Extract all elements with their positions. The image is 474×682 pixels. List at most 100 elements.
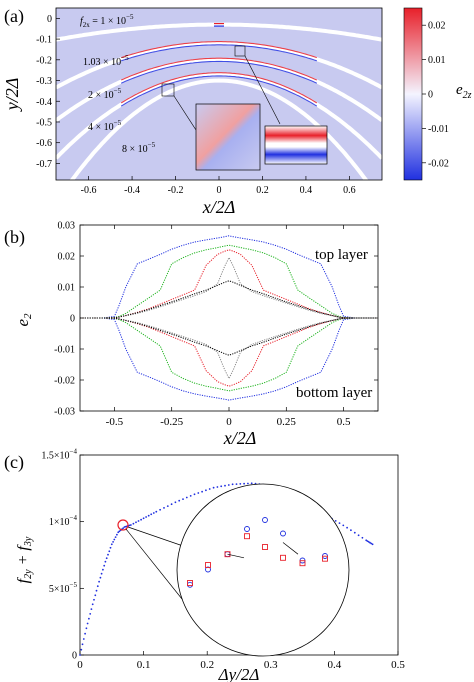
curve-label-4: 4 × 10−5 xyxy=(88,119,122,133)
highlight-circle xyxy=(117,519,129,531)
panel-a-y-label: y/2Δ xyxy=(2,78,22,113)
zoom-inset-left xyxy=(195,103,261,171)
magnified-inset xyxy=(176,483,350,657)
data-point xyxy=(84,632,86,635)
data-point xyxy=(140,518,143,521)
inset-blue-circle xyxy=(262,517,268,523)
data-point xyxy=(147,514,150,517)
data-point xyxy=(370,542,373,545)
data-point xyxy=(100,572,103,575)
data-point xyxy=(82,638,85,640)
panel-a-y-tick-label: -0.1 xyxy=(36,35,52,46)
data-point xyxy=(104,560,107,563)
data-point xyxy=(105,557,108,560)
data-point xyxy=(102,568,104,571)
data-point xyxy=(346,526,348,529)
inset-connector-2 xyxy=(125,528,187,605)
data-point xyxy=(89,613,92,615)
data-point xyxy=(189,495,192,497)
data-point xyxy=(93,598,95,601)
data-point xyxy=(116,533,118,536)
panel-a-x-tick-label: -0.4 xyxy=(124,185,140,196)
data-point xyxy=(353,531,356,534)
panel-b-y-tick-label: 0.01 xyxy=(58,283,76,294)
panel-b-x-ticks: -0.5 -0.25 0 0.25 0.5 xyxy=(106,225,351,428)
data-point xyxy=(212,486,215,489)
data-point xyxy=(174,501,177,504)
data-point xyxy=(231,483,234,486)
colorbar-tick-label: -0.02 xyxy=(428,158,449,169)
data-point xyxy=(361,536,364,539)
panel-a-y-ticks: 0 -0.1 -0.2 -0.3 -0.4 -0.5 -0.6 -0.7 xyxy=(36,14,60,170)
colorbar xyxy=(403,7,423,181)
series-black-top-layer xyxy=(80,280,378,319)
colorbar-title: e2z xyxy=(456,82,472,101)
panel-b-y-tick-label: -0.02 xyxy=(54,376,75,387)
data-point xyxy=(338,522,341,524)
panel-b-y-tick-label: 0 xyxy=(70,314,75,325)
data-point xyxy=(369,541,371,544)
domain-wall-strain-blue xyxy=(121,44,317,62)
inset-blue-circle xyxy=(280,530,286,537)
data-point xyxy=(205,489,207,492)
inset-red-square xyxy=(280,554,286,561)
magnified-inset-points xyxy=(187,517,328,588)
data-point xyxy=(108,550,111,553)
annotation-top-layer: top layer xyxy=(315,247,368,263)
data-point xyxy=(216,486,219,488)
data-point xyxy=(193,493,196,496)
data-point xyxy=(113,538,116,541)
data-point xyxy=(110,543,113,546)
panel-b-label: (b) xyxy=(4,227,25,248)
data-point xyxy=(99,576,102,579)
data-point xyxy=(220,485,223,488)
data-point xyxy=(342,524,345,527)
zoom-box-right xyxy=(234,45,246,57)
data-point xyxy=(90,608,93,610)
data-point xyxy=(182,498,184,500)
panel-c-x-tick-label: 0 xyxy=(77,659,83,671)
panel-b-frame xyxy=(79,224,379,412)
panel-a-x-tick-label: 0.2 xyxy=(256,185,269,196)
data-point xyxy=(103,564,106,567)
data-point xyxy=(365,539,368,542)
inset-arrow xyxy=(282,542,299,555)
panel-a-y-tick-label: -0.3 xyxy=(36,76,52,87)
colorbar-ticks: 0.02 0.01 0 -0.01 -0.02 xyxy=(422,21,449,169)
panel-b-y-tick-label: 0.02 xyxy=(58,252,76,263)
data-point xyxy=(109,546,112,549)
data-point xyxy=(145,516,148,518)
panel-c-y-tick-label: 1×10−4 xyxy=(49,514,78,528)
panel-b-x-label: x/2Δ xyxy=(223,428,257,448)
data-point xyxy=(135,521,137,524)
panel-b-x-tick-label: 0.25 xyxy=(277,416,297,428)
panel-a-x-tick-label: 0 xyxy=(217,185,222,196)
panel-a-domain-walls xyxy=(56,22,382,180)
data-point xyxy=(95,589,98,592)
data-point xyxy=(185,496,188,499)
zoom-connector-left xyxy=(173,95,197,131)
panel-b-y-tick-label: -0.03 xyxy=(54,407,75,418)
domain-wall-strain-red xyxy=(121,41,317,59)
data-point xyxy=(81,643,84,646)
data-point xyxy=(350,529,352,532)
data-point xyxy=(159,508,162,511)
panel-b-y-ticks: 0.03 0.02 0.01 0 -0.01 -0.02 -0.03 xyxy=(54,221,378,418)
panel-c-x-tick-label: 0.1 xyxy=(137,659,151,671)
panel-c-y-ticks: 0 5×10−5 1×10−4 1.5×10−4 xyxy=(41,448,84,662)
data-point xyxy=(107,553,109,556)
panel-b-x-tick-label: 0 xyxy=(226,416,232,428)
inset-red-square xyxy=(187,580,193,586)
data-point xyxy=(170,503,173,506)
panel-c-x-ticks: 0 0.1 0.2 0.3 0.4 0.5 xyxy=(77,651,405,671)
data-point xyxy=(142,517,145,520)
data-point xyxy=(86,622,89,625)
data-point xyxy=(250,482,253,485)
data-point xyxy=(208,488,211,490)
data-point xyxy=(91,603,94,606)
zoom-inset-right xyxy=(264,125,328,165)
annotation-bottom-layer: bottom layer xyxy=(296,385,372,401)
panel-a-y-tick-label: -0.6 xyxy=(36,138,52,149)
colorbar-tick-label: 0.01 xyxy=(428,55,446,66)
